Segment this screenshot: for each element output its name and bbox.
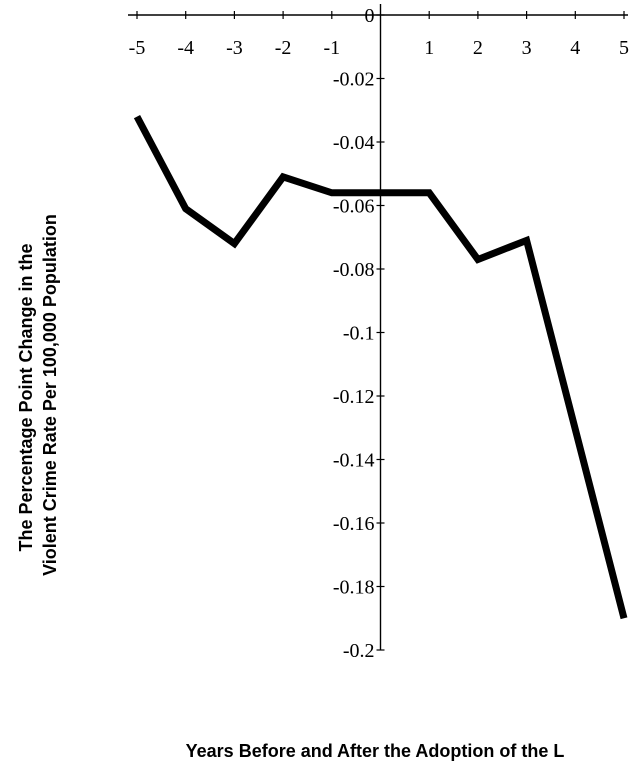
y-tick-label: -0.14 (333, 450, 375, 472)
x-tick-label: -4 (177, 37, 194, 59)
y-axis-title: The Percentage Point Change in the Viole… (16, 214, 60, 576)
y-tick-label: -0.08 (333, 259, 375, 281)
axes (128, 4, 628, 650)
x-tick-label: 3 (522, 37, 532, 59)
x-tick-label: -2 (275, 37, 292, 59)
series-line (133, 114, 628, 620)
x-tick-label: 5 (619, 37, 629, 59)
y-tick-label: -0.2 (343, 640, 375, 662)
x-ticks: -5 -4 -3 -2 -1 1 2 3 4 5 (129, 11, 629, 59)
x-tick-label: -3 (226, 37, 243, 59)
y-tick-label: -0.12 (333, 386, 375, 408)
series (133, 114, 628, 620)
y-tick-label: -0.16 (333, 513, 375, 535)
x-tick-label: -5 (129, 37, 146, 59)
y-tick-label: -0.1 (343, 323, 375, 345)
y-axis-title-line-2: Violent Crime Rate Per 100,000 Populatio… (40, 214, 60, 576)
y-ticks: 0 -0.02 -0.04 -0.06 -0.08 -0.1 -0.12 -0.14 -0.16… (333, 5, 385, 662)
y-tick-label: -0.04 (333, 132, 375, 154)
x-axis-title: Years Before and After the Adoption of t… (186, 741, 565, 761)
y-tick-label: 0 (365, 5, 375, 27)
y-tick-label: -0.06 (333, 196, 375, 218)
x-tick-label: 1 (424, 37, 434, 59)
x-tick-label: -1 (323, 37, 340, 59)
x-tick-label: 4 (570, 37, 580, 59)
y-axis-title-line-1: The Percentage Point Change in the (16, 243, 36, 551)
y-tick-label: -0.18 (333, 577, 375, 599)
y-tick-label: -0.02 (333, 69, 375, 91)
x-tick-label: 2 (473, 37, 483, 59)
